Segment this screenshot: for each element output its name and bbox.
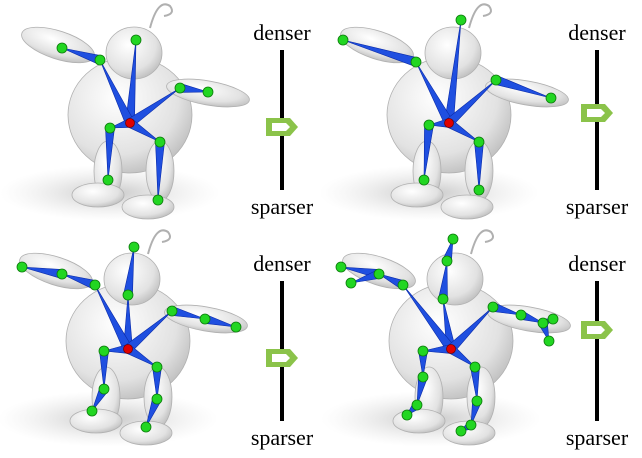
joint-node [441,255,453,267]
joint-node [56,268,68,280]
density-slider[interactable]: denser sparser [557,0,637,229]
skeleton-figure [0,3,250,221]
skeleton-bones [342,19,552,191]
joint-node [199,313,211,325]
joint-node [152,194,164,206]
root-joint [123,344,133,354]
skeleton-bones [61,39,209,201]
joint-node [98,383,110,395]
root-joint [446,344,456,354]
joint-node [56,42,68,54]
joint-node [437,293,449,305]
joint-node [122,289,134,301]
slider-thumb-icon[interactable] [579,319,615,341]
joint-node [230,321,242,333]
joint-node [417,371,429,383]
slider-bottom-label: sparser [250,425,314,450]
density-slider[interactable]: denser sparser [242,0,322,229]
root-joint [444,118,454,128]
joint-node [401,409,413,421]
slider-thumb-icon[interactable] [579,102,615,124]
joint-node [373,268,385,280]
joint-node [202,86,214,98]
joint-node [86,405,98,417]
joint-node [455,425,467,437]
joint-node [154,136,166,148]
panel-top-right: denser sparser [321,0,642,229]
joint-node [98,345,110,357]
joint-node [418,174,430,186]
joint-node [345,277,357,289]
joint-node [166,305,178,317]
slider-top-label: denser [568,20,626,45]
joint-node [89,279,101,291]
density-slider[interactable]: denser sparser [557,229,637,458]
joint-node [447,233,459,245]
root-joint [125,118,135,128]
joint-node [543,335,555,347]
joint-node [473,184,485,196]
slider-bottom-label: sparser [565,425,629,450]
joint-node [423,119,435,131]
joint-node [16,261,28,273]
joint-node [128,241,140,253]
slider-bottom-label: sparser [565,194,629,219]
joint-node [337,34,349,46]
joint-node [335,261,347,273]
slider-top-label: denser [253,20,311,45]
joint-node [487,301,499,313]
joint-node [471,395,483,407]
joint-node [104,122,116,134]
panel-bottom-left: denser sparser [0,229,321,458]
joint-node [545,92,557,104]
joint-node [94,54,106,66]
joint-node [417,345,429,357]
density-slider[interactable]: denser sparser [242,229,322,458]
skeleton-bones [21,246,237,428]
joint-node [490,74,502,86]
slider-bottom-label: sparser [250,194,314,219]
panel-top-left: denser sparser [0,0,321,229]
joint-node [473,136,485,148]
skeleton-figure [321,229,571,447]
slider-thumb-icon[interactable] [264,347,300,369]
joint-node [455,14,467,26]
joint-node [465,419,477,431]
joint-node [151,393,163,405]
joint-node [469,361,481,373]
slider-top-label: denser [253,251,311,276]
joint-node [174,82,186,94]
joint-node [547,313,559,325]
joint-node [411,399,423,411]
skeleton-figure [0,229,248,447]
skeleton-figure [321,3,569,221]
joint-node [140,421,152,433]
joint-node [151,361,163,373]
slider-top-label: denser [568,251,626,276]
joint-node [537,317,549,329]
joint-node [130,34,142,46]
slider-thumb-icon[interactable] [264,116,300,138]
panel-bottom-right: denser sparser [321,229,642,458]
joint-node [102,174,114,186]
joint-node [397,279,409,291]
slider-track[interactable] [595,281,599,421]
joint-node [515,309,527,321]
joint-node [410,56,422,68]
